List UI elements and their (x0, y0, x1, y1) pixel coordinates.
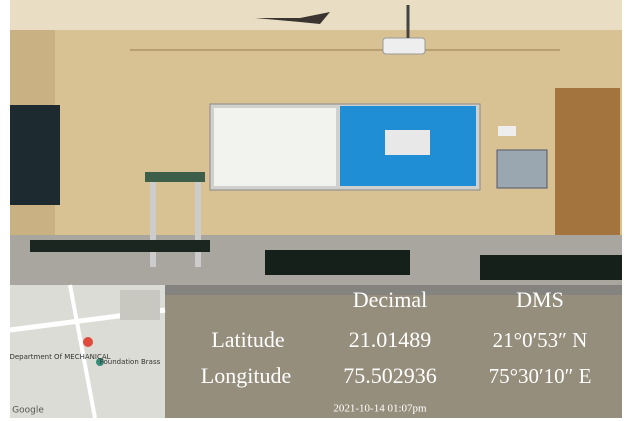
map-label: Department Of MECHANICAL (9, 353, 110, 361)
coordinate: 21°0′53″ N (493, 328, 588, 352)
row-label: Latitude (211, 327, 284, 352)
page: Department Of MECHANICAL Foundation Bras… (0, 0, 627, 421)
desk (265, 250, 410, 275)
podium-leg (195, 182, 201, 267)
dialog (385, 130, 430, 155)
podium-leg (150, 182, 156, 267)
door (555, 88, 620, 258)
desk (480, 255, 622, 280)
coordinate: 75.502936 (343, 363, 437, 388)
column-header: DMS (516, 287, 564, 312)
window (10, 105, 60, 205)
column-header: Decimal (353, 287, 428, 312)
whiteboard (214, 108, 336, 186)
map-pin (83, 337, 93, 347)
map-building (120, 290, 160, 320)
coordinate: 21.01489 (349, 327, 432, 352)
geotag-photo: Department Of MECHANICAL Foundation Bras… (0, 0, 627, 421)
timestamp: 2021-10-14 01:07pm (333, 403, 427, 415)
map-attribution: Google (12, 406, 44, 416)
panel-box (497, 150, 547, 188)
switch (498, 126, 516, 136)
coordinate: 75°30′10″ E (489, 364, 592, 388)
projector (383, 38, 425, 54)
row-label: Longitude (201, 363, 291, 388)
podium-top (145, 172, 205, 182)
map-label: Foundation Brass (100, 358, 161, 366)
desk (30, 240, 210, 252)
